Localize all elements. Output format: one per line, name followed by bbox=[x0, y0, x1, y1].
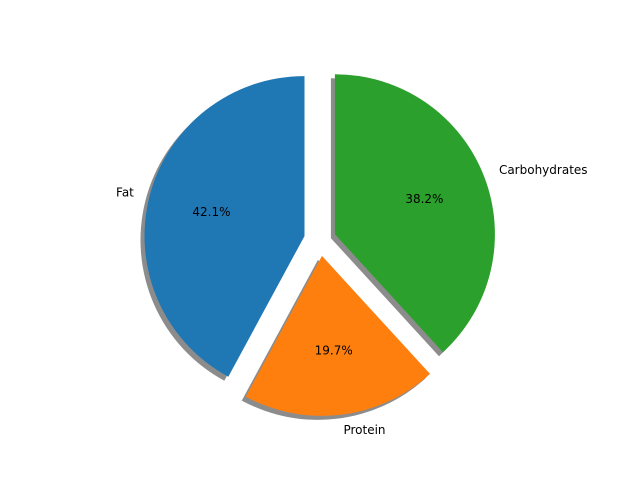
fat-label: Fat bbox=[116, 185, 134, 199]
carbohydrates-slice bbox=[334, 74, 495, 353]
fat-slice bbox=[144, 76, 305, 377]
carbohydrates-percent-label: 38.2% bbox=[405, 192, 443, 206]
protein-slice bbox=[245, 255, 431, 416]
protein-percent-label: 19.7% bbox=[315, 344, 353, 358]
slices bbox=[144, 74, 495, 416]
slice-labels: Fat 42.1% Protein 19.7% Carbohydrates 38.2% bbox=[116, 163, 588, 437]
protein-label: Protein bbox=[343, 423, 385, 437]
carbohydrates-label: Carbohydrates bbox=[499, 163, 588, 177]
fat-percent-label: 42.1% bbox=[192, 205, 230, 219]
